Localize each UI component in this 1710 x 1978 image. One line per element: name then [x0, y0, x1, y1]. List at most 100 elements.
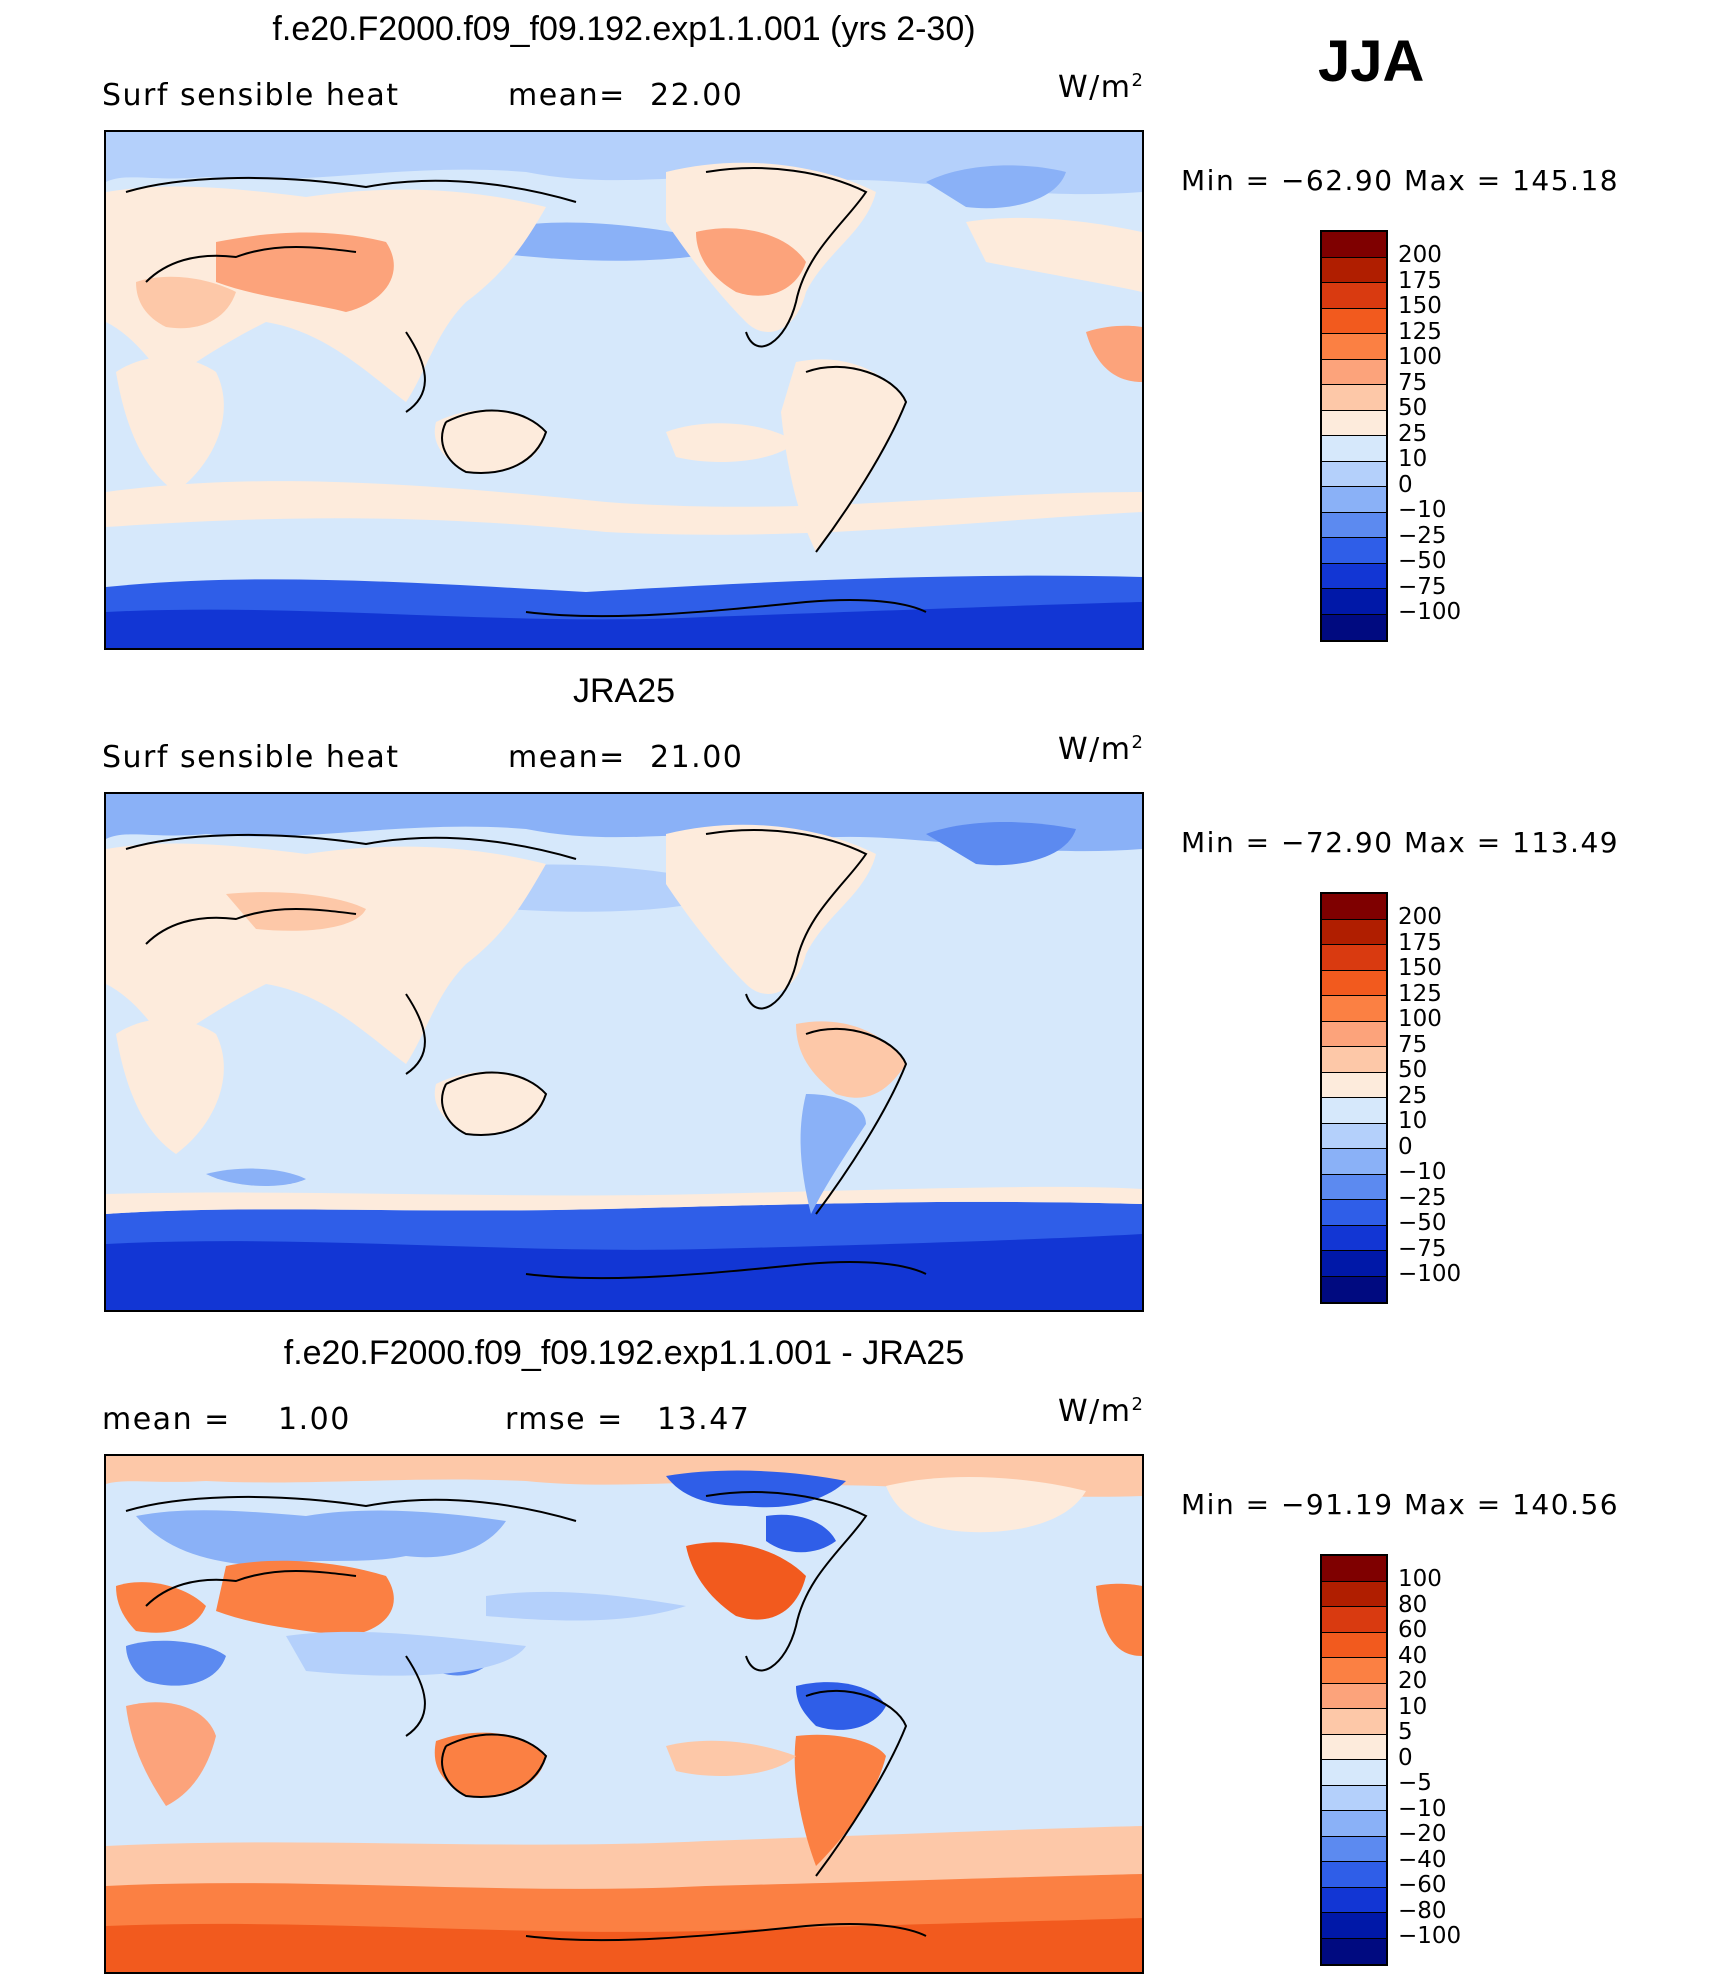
panel-1-units: W/m2 — [1058, 70, 1145, 105]
panel-2-units: W/m2 — [1058, 732, 1145, 767]
colorbar-label: −25 — [1398, 1184, 1447, 1211]
colorbar-swatch — [1322, 461, 1386, 487]
colorbar-label: 150 — [1398, 955, 1442, 981]
colorbar-label: −10 — [1398, 1795, 1447, 1822]
colorbar-swatch — [1322, 1632, 1386, 1658]
colorbar-label: −5 — [1398, 1770, 1432, 1796]
panel-3-rmse-value: 13.47 — [657, 1402, 751, 1437]
colorbar-swatch — [1322, 1098, 1386, 1124]
colorbar-label: 40 — [1398, 1642, 1428, 1669]
panel-2-colorbar — [1320, 892, 1388, 1304]
panel-1-variable-label: Surf sensible heat — [102, 78, 400, 113]
colorbar-swatch — [1322, 512, 1386, 538]
colorbar-label: 0 — [1398, 1133, 1413, 1160]
colorbar-label: 80 — [1398, 1591, 1428, 1618]
colorbar-label: 10 — [1398, 446, 1428, 472]
colorbar-label: 125 — [1398, 318, 1442, 345]
colorbar-swatch — [1322, 919, 1386, 945]
colorbar-swatch — [1322, 1581, 1386, 1607]
panel-2-minmax: Min = −72.90 Max = 113.49 — [1181, 826, 1620, 859]
panel-3-rmse-label: rmse = — [505, 1402, 624, 1437]
colorbar-label: −50 — [1398, 548, 1447, 574]
colorbar-swatch — [1322, 945, 1386, 971]
colorbar-label: 10 — [1398, 1108, 1428, 1134]
colorbar-swatch — [1322, 1225, 1386, 1251]
colorbar-label: −40 — [1398, 1846, 1447, 1873]
colorbar-swatch — [1322, 996, 1386, 1022]
colorbar-label: 20 — [1398, 1668, 1428, 1694]
colorbar-label: −100 — [1398, 599, 1462, 625]
colorbar-label: 150 — [1398, 293, 1442, 319]
colorbar-label: 75 — [1398, 369, 1428, 396]
colorbar-swatch — [1322, 1760, 1386, 1786]
colorbar-swatch — [1322, 410, 1386, 436]
colorbar-label: 100 — [1398, 1006, 1442, 1032]
colorbar-label: 100 — [1398, 1566, 1442, 1592]
colorbar-swatch — [1322, 1021, 1386, 1047]
colorbar-label: −20 — [1398, 1821, 1447, 1847]
colorbar-swatch — [1322, 1658, 1386, 1684]
colorbar-swatch — [1322, 1251, 1386, 1277]
colorbar-label: 175 — [1398, 267, 1442, 294]
colorbar-swatch — [1322, 232, 1386, 258]
colorbar-label: 0 — [1398, 1744, 1413, 1771]
colorbar-swatch — [1322, 589, 1386, 615]
colorbar-swatch — [1322, 1938, 1386, 1964]
colorbar-swatch — [1322, 1276, 1386, 1302]
panel-1-mean-label: mean= — [508, 78, 626, 113]
colorbar-label: 25 — [1398, 1082, 1428, 1109]
panel-1-minmax: Min = −62.90 Max = 145.18 — [1181, 164, 1620, 197]
colorbar-label: −60 — [1398, 1872, 1447, 1898]
colorbar-label: −75 — [1398, 573, 1447, 600]
colorbar-label: 200 — [1398, 904, 1442, 930]
panel-2-mean-value: 21.00 — [650, 740, 744, 775]
colorbar-label: 125 — [1398, 980, 1442, 1007]
panel-3-colorbar — [1320, 1554, 1388, 1966]
colorbar-swatch — [1322, 1887, 1386, 1913]
colorbar-label: −25 — [1398, 522, 1447, 549]
colorbar-swatch — [1322, 1836, 1386, 1862]
panel-3-title: f.e20.F2000.f09_f09.192.exp1.1.001 - JRA… — [283, 1334, 965, 1372]
colorbar-label: 100 — [1398, 344, 1442, 370]
colorbar-label: −100 — [1398, 1923, 1462, 1949]
colorbar-swatch — [1322, 1709, 1386, 1735]
colorbar-swatch — [1322, 334, 1386, 360]
panel-3-mean-value: 1.00 — [278, 1402, 351, 1437]
panel-3-mean-label: mean = — [102, 1402, 231, 1437]
colorbar-label: −100 — [1398, 1261, 1462, 1287]
panel-3-minmax: Min = −91.19 Max = 140.56 — [1181, 1488, 1620, 1521]
panel-3-map — [104, 1454, 1144, 1974]
panel-1-map — [104, 130, 1144, 650]
panel-2-map — [104, 792, 1144, 1312]
colorbar-swatch — [1322, 359, 1386, 385]
colorbar-swatch — [1322, 563, 1386, 589]
colorbar-label: 75 — [1398, 1031, 1428, 1058]
colorbar-label: 10 — [1398, 1693, 1428, 1720]
colorbar-swatch — [1322, 1811, 1386, 1837]
panel-1-colorbar — [1320, 230, 1388, 642]
colorbar-swatch — [1322, 894, 1386, 920]
colorbar-label: 5 — [1398, 1719, 1413, 1745]
colorbar-label: 25 — [1398, 420, 1428, 447]
colorbar-label: −10 — [1398, 1159, 1447, 1185]
colorbar-label: −50 — [1398, 1210, 1447, 1236]
season-label: JJA — [1318, 29, 1425, 94]
panel-2-mean-label: mean= — [508, 740, 626, 775]
colorbar-swatch — [1322, 1862, 1386, 1888]
colorbar-swatch — [1322, 385, 1386, 411]
panel-2-variable-label: Surf sensible heat — [102, 740, 400, 775]
panel-1-mean-value: 22.00 — [650, 78, 744, 113]
colorbar-label: −10 — [1398, 497, 1447, 523]
colorbar-swatch — [1322, 614, 1386, 640]
colorbar-swatch — [1322, 1047, 1386, 1073]
colorbar-label: −75 — [1398, 1235, 1447, 1262]
colorbar-label: 50 — [1398, 395, 1428, 421]
colorbar-label: 175 — [1398, 929, 1442, 956]
panel-1-title: f.e20.F2000.f09_f09.192.exp1.1.001 (yrs … — [272, 10, 976, 48]
colorbar-swatch — [1322, 1913, 1386, 1939]
colorbar-swatch — [1322, 1149, 1386, 1175]
colorbar-swatch — [1322, 257, 1386, 283]
panel-2-title: JRA25 — [572, 672, 676, 710]
colorbar-swatch — [1322, 487, 1386, 513]
panel-3-units: W/m2 — [1058, 1394, 1145, 1429]
